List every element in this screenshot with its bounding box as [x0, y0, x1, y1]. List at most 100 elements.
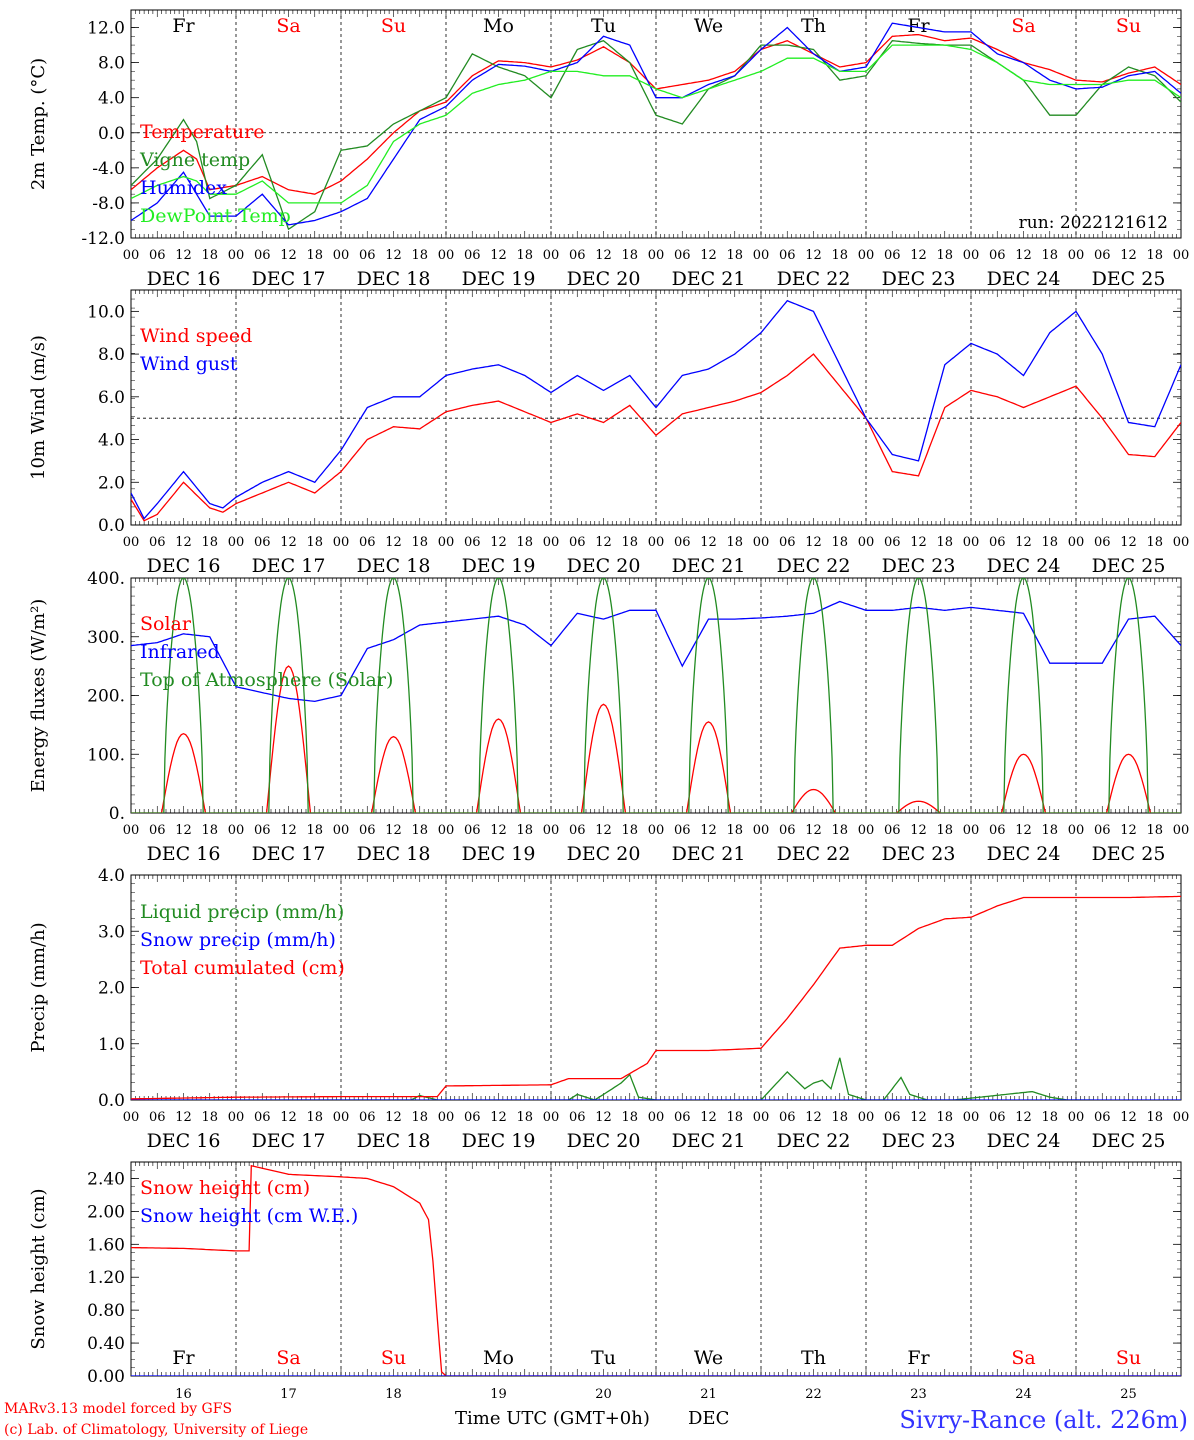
weekday-label: Su [381, 15, 406, 37]
hour-tick-label: 12 [595, 535, 612, 550]
date-label: DEC 25 [1092, 1130, 1166, 1152]
hour-tick-label: 06 [464, 248, 481, 263]
legend-entry: DewPoint Temp [140, 205, 291, 227]
hour-tick-label: 00 [438, 823, 455, 838]
hour-tick-label: 06 [254, 248, 271, 263]
hour-tick-label: 18 [201, 823, 218, 838]
hour-tick-label: 00 [1173, 1110, 1190, 1125]
hour-tick-label: 12 [910, 1110, 927, 1125]
day-number-label: 19 [490, 1387, 507, 1402]
date-label: DEC 20 [567, 555, 641, 577]
date-label: DEC 19 [462, 555, 536, 577]
hour-tick-label: 12 [910, 535, 927, 550]
weekday-label: Fr [172, 15, 195, 37]
weekday-label: Sa [1011, 15, 1035, 37]
hour-tick-label: 12 [805, 248, 822, 263]
day-number-label: 17 [280, 1387, 297, 1402]
hour-tick-label: 00 [858, 248, 875, 263]
hour-tick-label: 06 [464, 823, 481, 838]
hour-tick-label: 12 [700, 248, 717, 263]
y-tick-label: 1.60 [87, 1235, 125, 1255]
weekday-label: Tu [591, 15, 616, 37]
date-label: DEC 24 [987, 843, 1061, 865]
y-tick-label: 2.40 [87, 1169, 125, 1189]
hour-tick-label: 12 [1015, 823, 1032, 838]
panel-4: 4.0 3.0 2.0 1.0 0.0 Precip (mm/h) 00 06 12 18 DEC … [28, 866, 1189, 1152]
hour-tick-label: 18 [306, 823, 323, 838]
weekday-label: Fr [172, 1347, 195, 1369]
hour-tick-label: 00 [333, 1110, 350, 1125]
hour-tick-label: 18 [936, 1110, 953, 1125]
date-label: DEC 16 [147, 843, 221, 865]
y-tick-label: -8.0 [92, 194, 125, 214]
hour-tick-label: 12 [1120, 1110, 1137, 1125]
series-line-vigne-temp [131, 39, 1181, 231]
hour-tick-label: 06 [779, 1110, 796, 1125]
footer-month: DEC [688, 1408, 729, 1429]
date-label: DEC 22 [777, 555, 851, 577]
hour-tick-label: 06 [1094, 1110, 1111, 1125]
y-tick-label: 6.0 [98, 388, 125, 408]
hour-tick-label: 18 [1146, 248, 1163, 263]
day-number-label: 23 [910, 1387, 927, 1402]
hour-tick-label: 12 [595, 1110, 612, 1125]
date-label: DEC 18 [357, 268, 431, 290]
hour-tick-label: 18 [936, 535, 953, 550]
date-label: DEC 21 [672, 1130, 746, 1152]
y-tick-label: 2.00 [87, 1202, 125, 1222]
series-group [131, 22, 1181, 231]
hour-tick-label: 12 [1120, 535, 1137, 550]
hour-tick-label: 18 [201, 1110, 218, 1125]
date-label: DEC 20 [567, 268, 641, 290]
hour-tick-label: 06 [1094, 535, 1111, 550]
hour-tick-label: 12 [175, 248, 192, 263]
hour-tick-label: 06 [359, 248, 376, 263]
hour-tick-label: 00 [648, 248, 665, 263]
hour-tick-label: 18 [516, 535, 533, 550]
weekday-label: Fr [907, 15, 930, 37]
legend-entry: Solar [140, 613, 192, 635]
date-label: DEC 22 [777, 843, 851, 865]
hour-tick-label: 12 [280, 535, 297, 550]
hour-tick-label: 18 [621, 248, 638, 263]
hour-tick-label: 06 [884, 248, 901, 263]
y-tick-label: -4.0 [92, 159, 125, 179]
weekday-label: Th [801, 15, 826, 37]
hour-tick-label: 18 [306, 535, 323, 550]
weekday-label: Su [1116, 15, 1141, 37]
hour-tick-label: 06 [884, 823, 901, 838]
panel-3: 400. 300. 200. 100. 0. Energy fluxes (W/m²) 00… [28, 569, 1189, 865]
date-label: DEC 16 [147, 555, 221, 577]
y-tick-label: 100. [87, 745, 125, 765]
y-axis-label: 2m Temp. (°C) [28, 58, 49, 190]
hour-tick-label: 18 [516, 248, 533, 263]
series-line-snow-height-cm- [131, 1164, 1181, 1376]
hour-tick-label: 18 [621, 535, 638, 550]
hour-tick-label: 18 [306, 1110, 323, 1125]
y-tick-label: 10.0 [87, 302, 125, 322]
hour-tick-label: 12 [910, 248, 927, 263]
hour-tick-label: 18 [1146, 535, 1163, 550]
weekday-label: We [694, 15, 723, 37]
date-label: DEC 23 [882, 268, 956, 290]
hour-tick-label: 06 [149, 248, 166, 263]
hour-tick-label: 06 [674, 823, 691, 838]
hour-tick-label: 18 [1146, 1110, 1163, 1125]
hour-tick-label: 00 [228, 535, 245, 550]
date-label: DEC 23 [882, 1130, 956, 1152]
hour-tick-label: 06 [884, 1110, 901, 1125]
hour-tick-label: 00 [753, 535, 770, 550]
weekday-label: Th [801, 1347, 826, 1369]
y-tick-label: 1.20 [87, 1268, 125, 1288]
weekday-label: Mo [483, 15, 514, 37]
hour-tick-label: 06 [359, 1110, 376, 1125]
hour-tick-label: 12 [490, 535, 507, 550]
day-number-label: 18 [385, 1387, 402, 1402]
weekday-label: We [694, 1347, 723, 1369]
hour-tick-label: 12 [1120, 248, 1137, 263]
hour-tick-label: 00 [1173, 248, 1190, 263]
hour-tick-label: 00 [333, 535, 350, 550]
y-tick-label: 0.0 [98, 1091, 125, 1111]
weekday-label: Sa [276, 15, 300, 37]
